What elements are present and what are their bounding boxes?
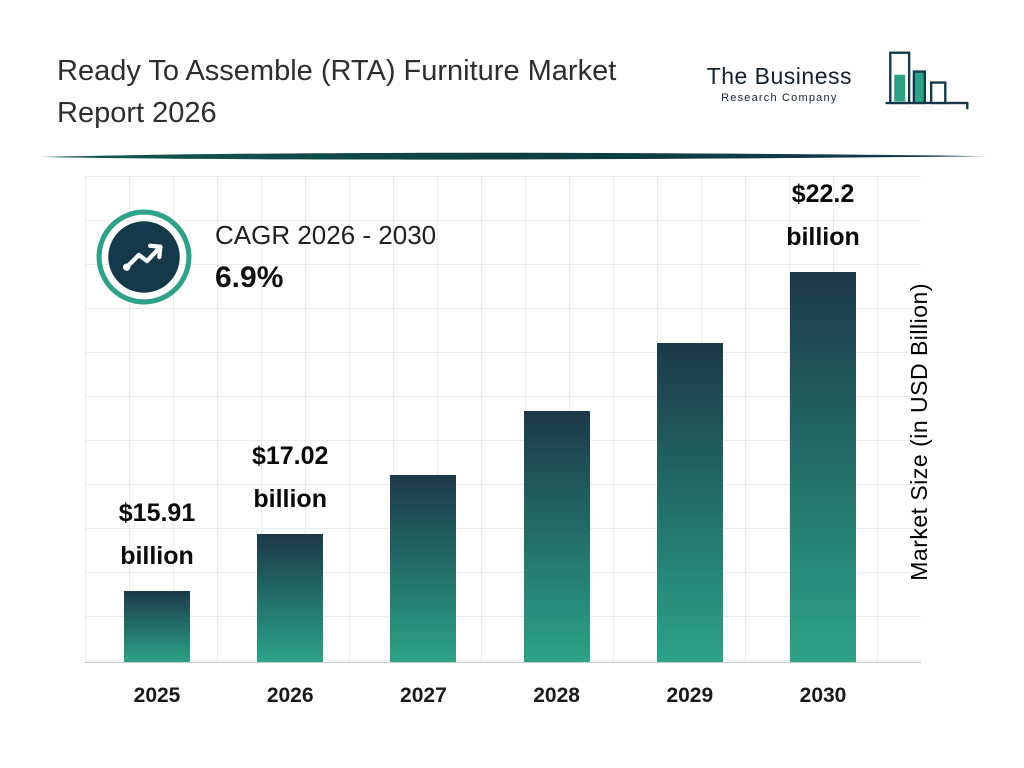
bar-2026 [257, 534, 324, 662]
bar-value-label-2026: $17.02 billion [251, 441, 329, 514]
bar-value-label-2025: $15.91 billion [118, 498, 196, 571]
bar-2025 [124, 591, 190, 662]
bar-value-label-2030: $22.2 billion [786, 179, 860, 252]
chart-grid [85, 176, 921, 663]
cagr-badge: CAGR 2026 - 2030 6.9% [95, 208, 436, 311]
page-title-line2: Report 2026 [57, 97, 217, 130]
company-name: The Business [706, 63, 852, 89]
cagr-texts: CAGR 2026 - 2030 6.9% [215, 208, 436, 295]
page-title-line1: Ready To Assemble (RTA) Furniture Market [57, 55, 617, 87]
bar-group-2025: $15.91 billion 2025 [91, 176, 224, 708]
x-axis-label-2030: 2030 [799, 684, 847, 707]
company-subtitle: Research Company [721, 92, 838, 104]
company-logo: The Business Research Company [707, 40, 972, 127]
trend-up-icon [95, 208, 193, 311]
company-logo-text: The Business Research Company [707, 63, 852, 104]
cagr-value: 6.9% [215, 261, 284, 294]
bar-chart: $15.91 billion 2025 $17.02 billion 2026 2027 20… [85, 176, 921, 708]
x-axis-label-2026: 2026 [266, 684, 314, 707]
bar-2029 [656, 343, 723, 662]
bar-chart-logo-icon [862, 40, 972, 127]
bar-group-2026: $17.02 billion 2026 [224, 176, 357, 708]
divider-line [40, 152, 985, 160]
bar-2028 [523, 411, 590, 662]
bar-2030 [790, 272, 856, 662]
cagr-label: CAGR 2026 - 2030 [215, 220, 437, 250]
x-axis-label-2025: 2025 [133, 684, 181, 707]
page-title: Ready To Assemble (RTA) Furniture Market… [57, 50, 737, 134]
x-axis-label-2028: 2028 [533, 684, 580, 707]
bar-2027 [390, 475, 457, 662]
x-axis-label-2029: 2029 [666, 684, 714, 707]
x-axis-label-2027: 2027 [400, 684, 447, 707]
y-axis-label: Market Size (in USD Billion) [906, 283, 932, 581]
bar-group-2027: 2027 [357, 176, 490, 707]
bar-group-2028: 2028 [490, 176, 623, 707]
bar-group-2029: 2029 [623, 176, 756, 707]
bar-group-2030: $22.2 billion 2030 [757, 176, 890, 708]
